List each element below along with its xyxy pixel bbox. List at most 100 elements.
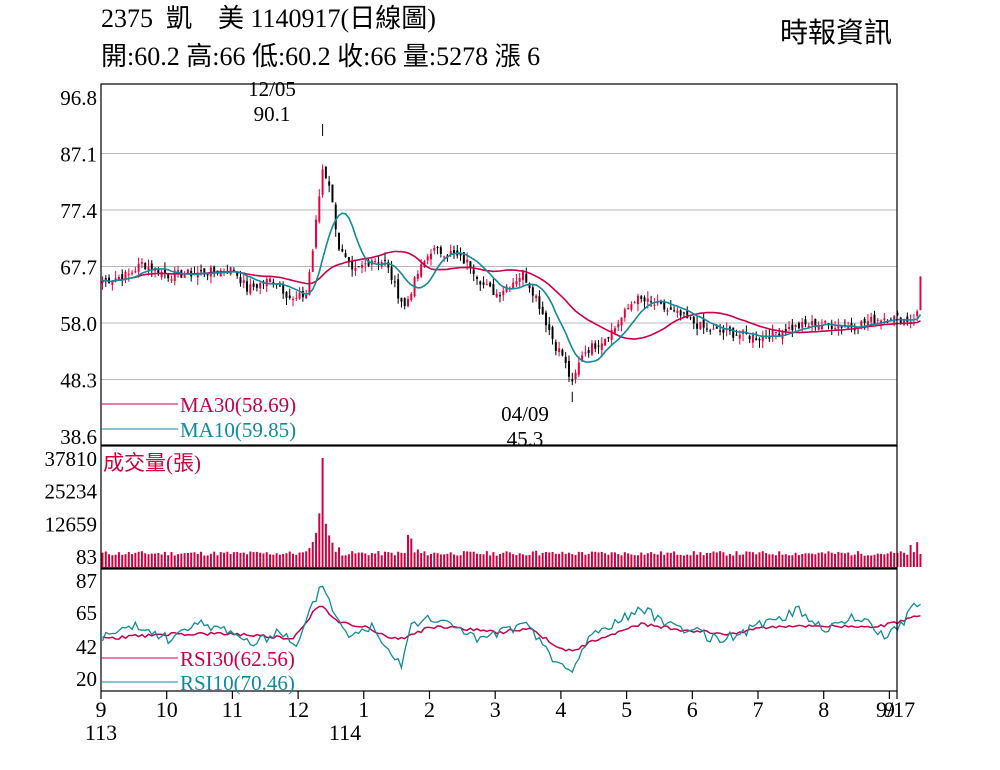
volume-bar: [771, 554, 774, 567]
candle-body: [554, 342, 557, 351]
volume-bar: [361, 552, 364, 567]
volume-bar: [768, 554, 771, 567]
volume-bar: [857, 551, 860, 567]
volume-bar: [860, 553, 863, 567]
candle-body: [604, 339, 607, 346]
candle-body: [134, 271, 137, 273]
volume-bar: [758, 552, 761, 567]
candle-body: [459, 252, 462, 256]
candle-body: [702, 319, 705, 328]
volume-bar: [420, 553, 423, 567]
volume-tick-label: 12659: [45, 512, 98, 536]
ma30-line: [102, 250, 921, 340]
candle-body: [722, 329, 725, 333]
volume-bar: [443, 554, 446, 567]
candle-body: [696, 323, 699, 329]
volume-bar: [781, 554, 784, 567]
candle-body: [814, 318, 817, 328]
volume-bar: [623, 552, 626, 567]
candle-body: [574, 372, 577, 380]
panel-frame: [100, 445, 898, 569]
month-label: 4: [555, 697, 566, 722]
candle-body: [682, 312, 685, 314]
volume-bar: [774, 555, 777, 567]
volume-bar: [265, 552, 268, 567]
candle-body: [278, 285, 281, 287]
volume-bar: [735, 551, 738, 567]
source-label: 時報資訊: [780, 18, 893, 49]
volume-bar: [262, 553, 265, 567]
volume-bar: [554, 553, 557, 567]
candle-body: [755, 338, 758, 341]
candle-body: [108, 277, 111, 284]
volume-bar: [751, 552, 754, 567]
candle-body: [384, 259, 386, 261]
candle-body: [847, 325, 850, 329]
rsi10-line: [101, 585, 921, 674]
volume-bar: [610, 552, 613, 567]
volume-bar: [528, 554, 531, 567]
candle-body: [466, 259, 469, 263]
candle-body: [627, 307, 630, 309]
volume-bar: [223, 552, 226, 567]
volume-bar: [824, 553, 827, 567]
candle-body: [232, 269, 235, 271]
volume-bar: [843, 553, 846, 567]
candle-body: [873, 314, 876, 324]
volume-bar: [239, 552, 242, 567]
candle-body: [505, 286, 508, 292]
volume-bar: [748, 551, 751, 567]
candle-body: [732, 327, 735, 338]
candle-body: [774, 331, 777, 333]
volume-bar: [315, 532, 318, 567]
volume-bar: [889, 551, 892, 567]
candle-body: [600, 343, 603, 350]
rsi-tick-label: 20: [76, 667, 97, 691]
volume-bar: [847, 552, 850, 567]
volume-bar: [318, 513, 321, 567]
volume-bar: [620, 555, 623, 567]
volume-bar: [548, 552, 551, 567]
candle-body: [784, 329, 787, 332]
candle-body: [430, 253, 432, 260]
volume-bar: [154, 553, 157, 567]
volume-bar: [830, 552, 833, 567]
candle-body: [354, 267, 357, 271]
candle-body: [111, 281, 114, 286]
volume-bar: [794, 552, 797, 567]
volume-bar: [535, 550, 538, 567]
volume-bar: [906, 554, 909, 567]
candle-body: [242, 280, 245, 284]
candle-body: [393, 281, 396, 283]
candle-body: [893, 316, 896, 323]
volume-bar: [666, 552, 669, 567]
candle-body: [719, 330, 722, 332]
candle-body: [137, 263, 140, 272]
candle-body: [170, 279, 173, 281]
volume-bar: [689, 555, 692, 567]
candle-body: [636, 295, 639, 305]
volume-bar: [206, 555, 209, 567]
candle-body: [338, 232, 341, 250]
candle-body: [403, 298, 406, 306]
volume-bar: [485, 551, 488, 567]
volume-bar: [837, 551, 840, 567]
candle-body: [407, 298, 409, 307]
volume-bar: [571, 554, 574, 567]
candle-body: [863, 318, 866, 323]
price-tick-label: 48.3: [60, 369, 97, 393]
volume-bar: [755, 554, 758, 567]
volume-bar: [150, 553, 153, 567]
volume-bar: [249, 551, 252, 567]
rsi-tick-label: 65: [76, 601, 97, 625]
volume-bar: [505, 551, 508, 567]
candle-body: [512, 282, 515, 290]
volume-bar: [397, 551, 400, 567]
candle-body: [295, 297, 298, 299]
month-label: 1: [358, 697, 369, 722]
volume-panel: [101, 458, 922, 567]
volume-bar: [627, 553, 630, 567]
candle-body: [186, 269, 189, 274]
volume-bar: [338, 547, 341, 567]
volume-bar: [449, 552, 452, 567]
